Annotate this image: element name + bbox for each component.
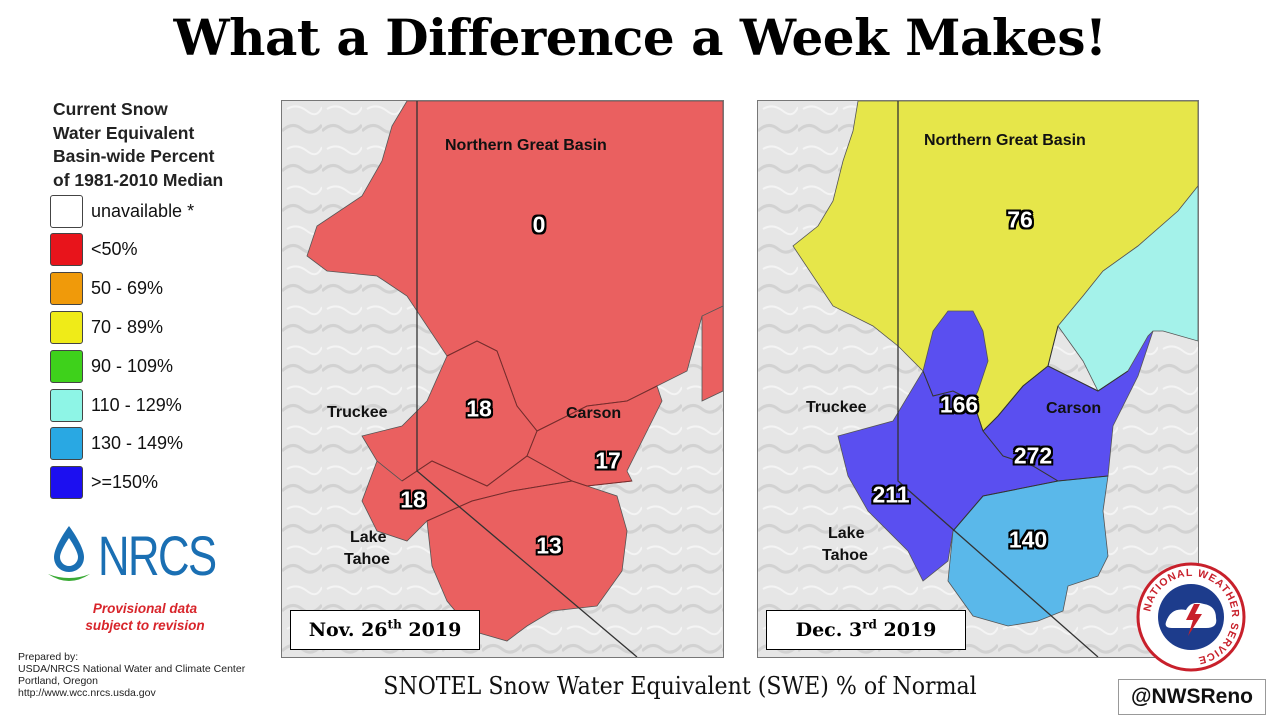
legend-label: 70 - 89% — [91, 316, 164, 337]
legend-item: <50% — [50, 233, 138, 267]
legend-swatch — [50, 233, 83, 267]
prepared-by: Prepared by: USDA/NRCS National Water an… — [18, 651, 278, 699]
label-northern-great-basin: Northern Great Basin — [445, 137, 607, 154]
value-northern: 76 — [1007, 206, 1033, 233]
prepared-line: http://www.wcc.nrcs.usda.gov — [18, 687, 156, 699]
map-panel-nov-26: Northern Great Basin Truckee Carson Lake… — [281, 100, 724, 658]
legend-title: Current Snow Water Equivalent Basin-wide… — [53, 98, 253, 192]
basin-map — [758, 101, 1198, 657]
lightning-icon — [1186, 604, 1202, 636]
legend-label: >=150% — [91, 472, 159, 493]
legend-item: 50 - 69% — [50, 272, 163, 306]
prepared-line: Portland, Oregon — [18, 675, 98, 687]
legend-item: 70 - 89% — [50, 310, 163, 344]
label-lake: Lake — [350, 529, 387, 546]
legend-item: 90 - 109% — [50, 349, 173, 383]
legend-swatch — [50, 194, 83, 228]
label-truckee: Truckee — [327, 404, 388, 421]
provisional-note: Provisional data subject to revision — [50, 600, 240, 634]
label-truckee: Truckee — [806, 399, 867, 416]
basin-northeast — [1057, 185, 1198, 392]
prepared-line: USDA/NRCS National Water and Climate Cen… — [18, 663, 246, 675]
legend-label: 110 - 129% — [91, 394, 182, 415]
date-box-right: Dec. 3rd 2019 — [766, 610, 966, 650]
date-main: Nov. 26 — [308, 619, 388, 641]
legend-label: 50 - 69% — [91, 278, 164, 299]
date-suffix: rd — [862, 617, 877, 632]
state-border-line — [897, 101, 1099, 657]
value-northern: 0 — [532, 211, 546, 238]
map-panel-dec-3: Northern Great Basin Truckee Carson Lake… — [757, 100, 1199, 658]
nws-logo: NATIONAL WEATHER SERVICE — [1136, 562, 1246, 672]
label-carson: Carson — [566, 405, 622, 422]
legend-title-line: Basin-wide Percent — [53, 146, 215, 166]
legend-label: 130 - 149% — [91, 433, 184, 454]
legend-item: >=150% — [50, 466, 158, 500]
basin-map — [282, 101, 723, 657]
map-caption: SNOTEL Snow Water Equivalent (SWE) % of … — [383, 672, 977, 700]
value-carson: 272 — [1013, 442, 1053, 469]
legend-swatch — [50, 310, 83, 344]
provisional-line: Provisional data — [92, 601, 198, 616]
date-year: 2019 — [876, 619, 937, 641]
value-tahoe: 18 — [400, 486, 426, 513]
legend-label: 90 - 109% — [91, 355, 174, 376]
legend: Current Snow Water Equivalent Basin-wide… — [50, 98, 275, 500]
legend-swatch — [50, 272, 83, 306]
legend-swatch — [50, 388, 83, 422]
legend-title-line: Water Equivalent — [53, 122, 195, 143]
date-box-left: Nov. 26th 2019 — [290, 610, 480, 650]
page-title: What a Difference a Week Makes! — [173, 8, 1107, 67]
legend-swatch — [50, 466, 83, 500]
date-main: Dec. 3 — [795, 619, 863, 641]
legend-title-line: of 1981-2010 Median — [53, 169, 224, 190]
value-south: 13 — [536, 532, 562, 559]
twitter-handle: @NWSReno — [1118, 679, 1266, 715]
legend-swatch — [50, 427, 83, 461]
state-border-line — [416, 101, 638, 657]
label-tahoe: Tahoe — [822, 547, 868, 564]
legend-swatch — [50, 349, 83, 383]
legend-label: unavailable * — [91, 200, 195, 221]
nrcs-logo-text: NRCS — [98, 523, 217, 587]
value-south: 140 — [1008, 526, 1048, 553]
date-suffix: th — [387, 617, 402, 632]
legend-title-line: Current Snow — [53, 99, 168, 119]
date-year: 2019 — [401, 619, 462, 641]
nrcs-logo: NRCS — [46, 520, 249, 590]
legend-item: unavailable * — [50, 194, 194, 228]
legend-item: 110 - 129% — [50, 388, 182, 422]
label-tahoe: Tahoe — [344, 551, 390, 568]
label-northern-great-basin: Northern Great Basin — [924, 132, 1086, 149]
basin-borders — [401, 340, 658, 522]
value-truckee: 18 — [466, 395, 492, 422]
prepared-line: Prepared by: — [18, 651, 79, 663]
basin-borders — [922, 325, 1129, 532]
provisional-line: subject to revision — [85, 618, 205, 633]
legend-item: 130 - 149% — [50, 427, 183, 461]
label-carson: Carson — [1046, 400, 1102, 417]
legend-label: <50% — [91, 239, 138, 260]
label-lake: Lake — [828, 525, 865, 542]
water-drop-icon — [48, 526, 90, 581]
value-carson: 17 — [595, 447, 621, 474]
value-tahoe: 211 — [872, 481, 910, 508]
value-truckee: 166 — [939, 391, 979, 418]
